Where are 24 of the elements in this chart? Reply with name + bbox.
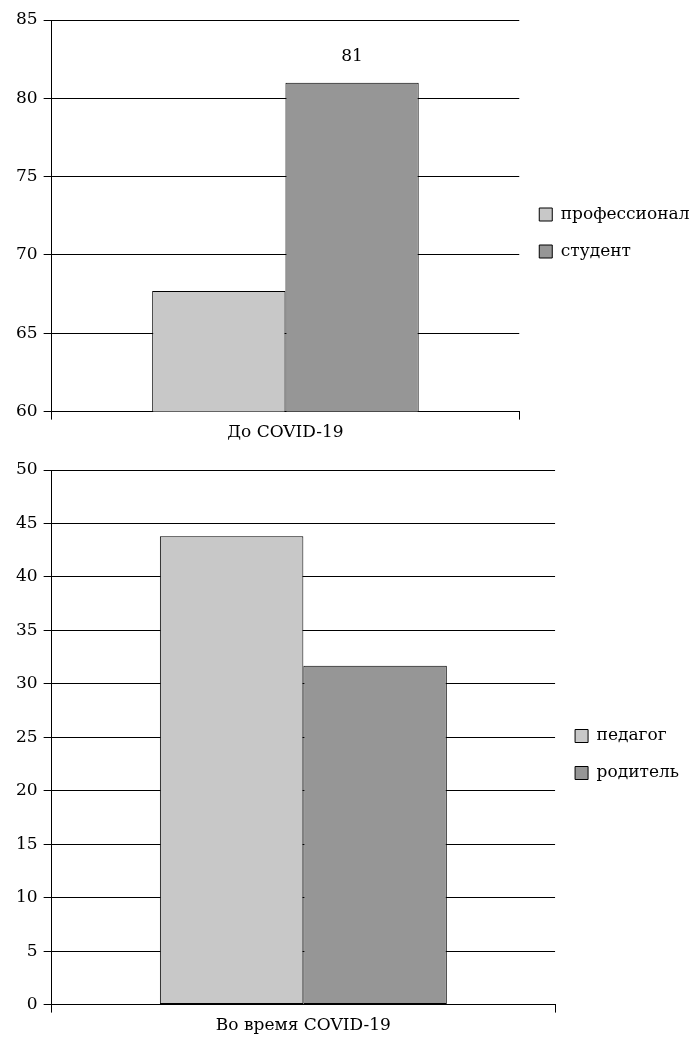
y-tick-label: 50 [15, 458, 38, 479]
y-tick-label: 65 [15, 321, 38, 342]
y-tick-label: 5 [26, 939, 38, 960]
y-tick-label: 60 [15, 400, 38, 421]
y-tick-label: 45 [15, 511, 38, 532]
legend-label: родитель [596, 761, 679, 782]
x-tick-label: До COVID-19 [227, 421, 344, 442]
y-tick-label: 20 [15, 779, 38, 800]
y-tick-label: 10 [15, 886, 38, 907]
y-tick-label: 85 [15, 8, 38, 29]
y-tick-label: 70 [15, 243, 38, 264]
y-tick-label: 15 [15, 832, 38, 853]
legend-label: профессионал [560, 202, 690, 223]
x-tick-label: Во время COVID-19 [215, 1014, 391, 1035]
legend-label: педагог [596, 724, 667, 745]
data-label: 81 [341, 44, 363, 65]
y-tick-label: 40 [15, 565, 38, 586]
y-tick-label: 25 [15, 725, 38, 746]
y-tick-label: 30 [15, 672, 38, 693]
y-tick-label: 35 [15, 618, 38, 639]
y-tick-label: 0 [26, 993, 38, 1014]
y-tick-label: 75 [15, 165, 38, 186]
y-tick-label: 80 [15, 86, 38, 107]
legend-label: студент [560, 239, 631, 260]
